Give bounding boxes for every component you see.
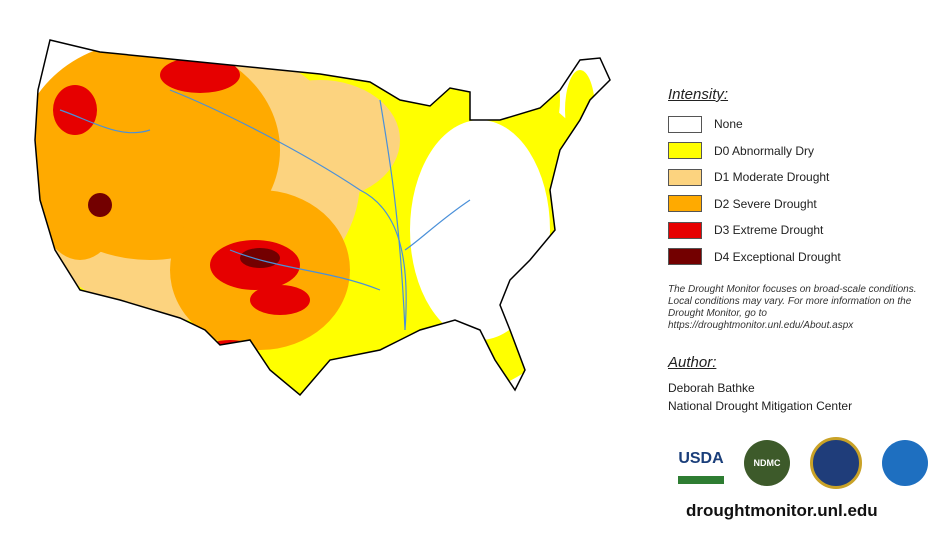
logos: USDA NDMC (678, 437, 930, 489)
river (379, 99, 406, 331)
legend-label: None (714, 117, 743, 132)
drought-map (34, 39, 611, 396)
legend-swatch (668, 142, 702, 160)
legend-title: Intensity: (668, 86, 729, 103)
legend-item: D4 Exceptional Drought (668, 244, 930, 271)
legend-swatch (668, 248, 702, 266)
legend-label: D3 Extreme Drought (714, 223, 824, 238)
legend-label: D0 Abnormally Dry (714, 143, 815, 158)
url: droughtmonitor.unl.edu (686, 501, 878, 520)
drought-area (160, 57, 240, 93)
legend: None D0 Abnormally Dry D1 Moderate Drought… (668, 111, 930, 270)
author-organization: National Drought Mitigation Center (668, 399, 853, 413)
drought-area (565, 70, 595, 150)
drought-area (53, 85, 97, 135)
legend-swatch (668, 195, 702, 213)
logo (882, 440, 928, 486)
legend-label: D1 Moderate Drought (714, 170, 830, 185)
logo: NDMC (744, 440, 790, 486)
legend-item: None (668, 111, 930, 138)
author-name: Deborah Bathke (668, 381, 755, 395)
river (169, 89, 407, 331)
logo (810, 437, 862, 489)
drought-area (250, 285, 310, 315)
river (229, 249, 381, 291)
legend-swatch (668, 168, 702, 186)
legend-swatch (668, 115, 702, 133)
legend-panel: Intensity: None D0 Abnormally Dry D1 Moder… (668, 86, 930, 521)
legend-label: D2 Severe Drought (714, 196, 817, 211)
legend-item: D1 Moderate Drought (668, 164, 930, 191)
author-title: Author: (668, 354, 717, 371)
note: The Drought Monitor focuses on broad-sca… (668, 284, 917, 331)
legend-label: D4 Exceptional Drought (714, 249, 841, 264)
legend-item: D2 Severe Drought (668, 191, 930, 218)
legend-item: D3 Extreme Drought (668, 217, 930, 244)
logo: USDA (678, 442, 724, 484)
drought-areas (35, 40, 610, 395)
rivers (59, 89, 471, 331)
river (59, 109, 151, 134)
drought-area (240, 80, 400, 200)
river (404, 199, 471, 251)
legend-item: D0 Abnormally Dry (668, 138, 930, 165)
legend-swatch (668, 221, 702, 239)
drought-area (88, 193, 112, 217)
drought-area (240, 248, 280, 268)
